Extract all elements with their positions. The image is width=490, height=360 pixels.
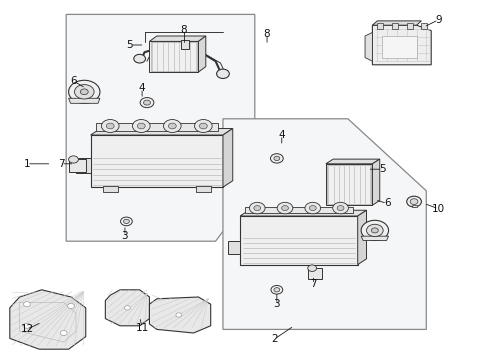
Polygon shape [105, 290, 149, 326]
Text: 6: 6 [70, 76, 77, 86]
Circle shape [337, 206, 344, 211]
Circle shape [274, 156, 280, 161]
Bar [149, 41, 198, 72]
Circle shape [24, 302, 30, 307]
Polygon shape [66, 14, 255, 241]
Circle shape [277, 202, 293, 214]
Polygon shape [240, 210, 367, 216]
Circle shape [80, 89, 88, 95]
Circle shape [333, 202, 348, 214]
Circle shape [361, 220, 389, 240]
Bar [240, 216, 358, 265]
Polygon shape [223, 129, 233, 187]
Bar [377, 23, 383, 29]
Polygon shape [365, 32, 372, 61]
Polygon shape [372, 159, 380, 205]
Polygon shape [308, 268, 322, 279]
Polygon shape [76, 158, 91, 173]
Text: 5: 5 [126, 40, 133, 50]
Circle shape [74, 85, 94, 99]
Polygon shape [361, 236, 389, 240]
Polygon shape [198, 36, 206, 72]
Circle shape [144, 100, 150, 105]
Circle shape [137, 123, 145, 129]
Text: 3: 3 [122, 231, 128, 241]
Circle shape [106, 123, 114, 129]
Circle shape [309, 206, 316, 211]
Circle shape [164, 120, 181, 132]
Text: 7: 7 [310, 279, 317, 289]
Polygon shape [149, 36, 206, 41]
Circle shape [271, 285, 283, 294]
Bar [103, 186, 118, 192]
Text: 10: 10 [432, 204, 445, 214]
Circle shape [407, 196, 421, 207]
Text: 3: 3 [273, 299, 280, 309]
Polygon shape [223, 119, 426, 329]
Bar [327, 165, 371, 204]
Circle shape [123, 219, 129, 224]
Text: 2: 2 [271, 334, 278, 344]
Text: 1: 1 [24, 159, 30, 169]
Bar [196, 186, 211, 192]
Circle shape [308, 265, 317, 271]
Polygon shape [69, 159, 86, 172]
Bar [421, 23, 427, 29]
Circle shape [121, 217, 132, 226]
Circle shape [249, 202, 265, 214]
Polygon shape [326, 159, 380, 164]
Circle shape [140, 98, 154, 108]
Circle shape [305, 202, 320, 214]
Text: 8: 8 [264, 29, 270, 39]
Text: 11: 11 [135, 323, 149, 333]
Circle shape [367, 224, 383, 237]
Circle shape [195, 120, 212, 132]
Circle shape [69, 156, 78, 163]
Circle shape [69, 80, 100, 103]
Circle shape [217, 69, 229, 78]
Circle shape [132, 120, 150, 132]
Circle shape [68, 303, 74, 309]
Circle shape [254, 206, 261, 211]
Circle shape [199, 123, 207, 129]
Circle shape [24, 323, 30, 328]
Circle shape [60, 330, 67, 336]
Circle shape [169, 123, 176, 129]
Circle shape [124, 306, 130, 310]
Text: 9: 9 [435, 15, 442, 25]
Bar [245, 207, 353, 213]
Circle shape [410, 199, 418, 204]
Text: 8: 8 [180, 24, 187, 35]
Bar [151, 42, 197, 71]
Circle shape [371, 228, 378, 233]
Circle shape [176, 313, 182, 317]
Text: 4: 4 [278, 130, 285, 140]
Bar [382, 36, 416, 58]
Polygon shape [228, 241, 240, 254]
Polygon shape [149, 297, 211, 333]
Bar [412, 205, 416, 207]
Polygon shape [10, 290, 86, 349]
Polygon shape [69, 98, 100, 103]
Text: 6: 6 [384, 198, 391, 208]
Circle shape [134, 54, 146, 63]
Polygon shape [372, 25, 431, 65]
Polygon shape [372, 21, 421, 25]
Text: 7: 7 [58, 159, 65, 169]
Bar [96, 123, 218, 131]
Text: 5: 5 [379, 164, 386, 174]
Circle shape [274, 288, 280, 292]
Polygon shape [358, 210, 367, 265]
Bar [326, 164, 372, 205]
Bar [91, 135, 223, 187]
Circle shape [101, 120, 119, 132]
Circle shape [282, 206, 289, 211]
Bar [392, 23, 398, 29]
Bar [407, 23, 413, 29]
Bar [181, 40, 189, 49]
Text: 4: 4 [139, 83, 146, 93]
Text: 12: 12 [20, 324, 34, 334]
Polygon shape [91, 129, 233, 135]
Circle shape [270, 154, 283, 163]
